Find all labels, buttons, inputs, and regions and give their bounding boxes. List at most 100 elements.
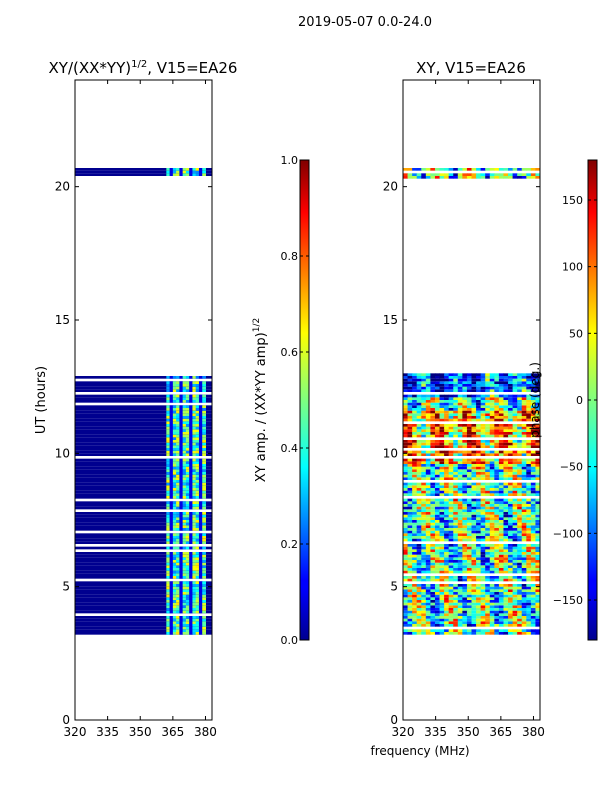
phase-cell xyxy=(430,469,436,472)
phase-cell xyxy=(430,605,436,608)
amplitude-cell xyxy=(172,560,177,563)
phase-cell xyxy=(430,466,436,470)
amplitude-cell xyxy=(172,410,177,414)
phase-cell xyxy=(448,549,454,552)
phase-cell xyxy=(530,373,536,376)
phase-cell xyxy=(471,618,477,622)
phase-cell xyxy=(448,506,454,510)
phase-cell xyxy=(517,512,523,515)
phase-cell xyxy=(439,504,445,507)
amplitude-cell xyxy=(166,586,171,590)
amplitude-cell xyxy=(176,426,180,430)
amplitude-cell xyxy=(189,485,193,488)
phase-cell xyxy=(480,600,486,603)
phase-cell xyxy=(434,378,441,382)
amplitude-heatmap-row xyxy=(75,453,212,456)
phase-cell xyxy=(453,429,459,432)
amplitude-cell xyxy=(192,608,197,611)
phase-cell xyxy=(425,498,431,502)
amplitude-cell xyxy=(176,618,180,622)
amplitude-colorbar-label-prefix: XY amp. / (XX*YY amp) xyxy=(254,332,269,482)
amplitude-cell xyxy=(169,568,174,571)
phase-cell xyxy=(457,605,463,608)
phase-cell xyxy=(434,477,441,480)
amplitude-cell xyxy=(172,504,177,507)
phase-heatmap-row xyxy=(403,578,540,582)
phase-cell xyxy=(407,376,413,379)
amplitude-cell xyxy=(179,493,184,496)
amplitude-cell xyxy=(198,432,203,435)
amplitude-cell xyxy=(189,522,193,526)
phase-cell xyxy=(453,397,459,400)
phase-cell xyxy=(444,485,450,488)
phase-cell xyxy=(412,488,418,491)
phase-cell xyxy=(521,408,527,411)
phase-cell xyxy=(434,450,441,454)
amplitude-row-background xyxy=(75,552,212,555)
phase-cell xyxy=(512,168,518,171)
phase-cell xyxy=(434,493,441,496)
phase-cell xyxy=(453,589,459,592)
amplitude-cell xyxy=(179,173,184,176)
phase-cell xyxy=(407,466,413,470)
phase-cell xyxy=(439,594,445,598)
amplitude-cell xyxy=(176,576,180,579)
phase-cell xyxy=(403,602,409,606)
phase-cell xyxy=(503,608,509,611)
phase-cell xyxy=(453,458,459,462)
phase-cell xyxy=(462,466,468,470)
phase-cell xyxy=(530,552,536,555)
phase-cell xyxy=(526,373,532,376)
phase-cell xyxy=(416,402,422,406)
phase-cell xyxy=(498,450,504,454)
amplitude-cell xyxy=(192,461,197,464)
amplitude-cell xyxy=(202,464,206,467)
amplitude-cell xyxy=(182,629,187,632)
phase-cell xyxy=(512,629,518,632)
phase-cell xyxy=(521,608,527,611)
phase-cell xyxy=(517,525,523,528)
amplitude-cell xyxy=(192,400,197,403)
phase-cell xyxy=(448,474,454,478)
phase-cell xyxy=(430,397,436,400)
phase-cell xyxy=(439,490,445,494)
amplitude-cell xyxy=(182,490,187,494)
phase-cell xyxy=(403,482,409,486)
phase-cell xyxy=(489,432,495,435)
phase-cell xyxy=(453,506,459,510)
amplitude-cell xyxy=(195,533,200,536)
phase-cell xyxy=(425,629,431,632)
phase-cell xyxy=(480,173,486,176)
phase-cell xyxy=(471,394,477,398)
phase-cell xyxy=(489,560,495,563)
phase-cell xyxy=(453,546,459,550)
phase-cell xyxy=(444,461,450,464)
amplitude-cell xyxy=(166,477,171,480)
phase-cell xyxy=(526,429,532,432)
phase-cell xyxy=(462,629,468,632)
phase-cell xyxy=(412,546,418,550)
phase-cell xyxy=(480,490,486,494)
phase-cell xyxy=(416,533,422,536)
phase-cell xyxy=(517,424,523,427)
amplitude-cell xyxy=(166,397,171,400)
phase-cell xyxy=(530,168,536,171)
amplitude-cell xyxy=(169,466,174,470)
phase-cell xyxy=(503,405,509,408)
amplitude-cell xyxy=(192,416,197,419)
amplitude-cell xyxy=(182,552,187,555)
phase-cell xyxy=(517,488,523,491)
amplitude-title-sup: 1/2 xyxy=(131,59,147,70)
amplitude-cell xyxy=(169,616,174,619)
amplitude-cell xyxy=(182,586,187,590)
phase-cell xyxy=(494,389,500,392)
phase-cell xyxy=(489,576,495,579)
amplitude-cell xyxy=(189,589,193,592)
amplitude-cell xyxy=(172,418,177,422)
amplitude-cell xyxy=(198,560,203,563)
phase-cell xyxy=(439,445,445,448)
phase-cell xyxy=(535,549,540,552)
amplitude-heatmap-row xyxy=(75,597,212,600)
amplitude-cell xyxy=(198,490,203,494)
phase-cell xyxy=(448,440,454,443)
